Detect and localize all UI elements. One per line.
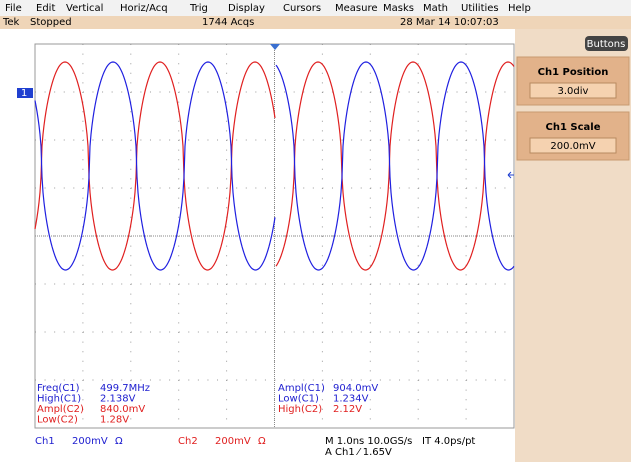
ch2-waveform xyxy=(34,61,515,271)
panel-title: Ch1 Position xyxy=(538,67,609,78)
panel-value: 200.0mV xyxy=(550,141,595,152)
panel-value-box xyxy=(529,137,617,154)
footer-timebase: M 1.0ns 10.0GS/s xyxy=(325,436,412,447)
menu-item[interactable]: Measure xyxy=(335,3,378,14)
status-state: Stopped xyxy=(30,17,72,28)
measurement-label: Ampl(C2) xyxy=(37,404,84,415)
panel-title: Ch1 Scale xyxy=(546,122,601,133)
measurement-value: 1.28V xyxy=(100,415,129,426)
footer-ch1: Ch1 xyxy=(35,436,55,447)
footer-trigger: A Ch1 ⁄ 1.65V xyxy=(325,447,392,458)
ui-layer: File Edit Vertical Horiz/Acq Trig Display Curs… xyxy=(2,3,630,458)
menu-item[interactable]: Trig xyxy=(189,3,208,14)
channel-marker: 1 xyxy=(21,88,27,99)
measurement-label: Low(C2) xyxy=(37,415,78,426)
menu-item[interactable]: Display xyxy=(228,3,265,14)
measurement-value: 1.234V xyxy=(333,394,369,405)
status-datetime: 28 Mar 14 10:07:03 xyxy=(400,17,499,28)
trigger-pos xyxy=(270,44,280,50)
graticule xyxy=(34,43,515,429)
panel-value: 3.0div xyxy=(558,86,589,97)
measurement-value: 2.138V xyxy=(100,394,136,405)
measurement-value: 499.7MHz xyxy=(100,383,150,394)
buttons-label[interactable]: Buttons xyxy=(587,39,626,50)
menu-item[interactable]: Vertical xyxy=(66,3,103,14)
ch1-waveform xyxy=(34,61,515,271)
measurement-label: Low(C1) xyxy=(278,394,319,405)
footer-interval: IT 4.0ps/pt xyxy=(422,436,475,447)
footer-ch2: Ch2 xyxy=(178,436,198,447)
measurement-label: High(C1) xyxy=(37,394,81,405)
display-area xyxy=(0,29,515,462)
waveforms xyxy=(34,61,515,271)
measurement-value: 840.0mV xyxy=(100,404,145,415)
channel-marker-box xyxy=(17,88,33,98)
measurement-label: Ampl(C1) xyxy=(278,383,325,394)
menu-item[interactable]: File xyxy=(5,3,22,14)
menu-item[interactable]: Math xyxy=(423,3,448,14)
menu-item[interactable]: Help xyxy=(508,3,531,14)
menu-item[interactable]: Masks xyxy=(383,3,414,14)
footer-ch1-coupling: Ω xyxy=(115,436,123,447)
menu-item[interactable]: Utilities xyxy=(461,3,499,14)
menu-item[interactable]: Edit xyxy=(36,3,55,14)
footer-ch2-scale: 200mV xyxy=(215,436,251,447)
menu-item[interactable]: Cursors xyxy=(283,3,321,14)
buttons-button[interactable] xyxy=(585,36,628,51)
trigger-level xyxy=(507,171,514,179)
measurement-value: 2.12V xyxy=(333,404,362,415)
panel-value-box xyxy=(529,82,617,99)
footer-ch1-scale: 200mV xyxy=(72,436,108,447)
status-bar xyxy=(0,16,631,29)
menu-bar xyxy=(0,0,631,16)
status-brand: Tek xyxy=(2,17,20,28)
footer-ch2-coupling: Ω xyxy=(258,436,266,447)
menu-item[interactable]: Horiz/Acq xyxy=(120,3,168,14)
measurement-label: High(C2) xyxy=(278,404,322,415)
measurement-value: 904.0mV xyxy=(333,383,378,394)
status-acqs: 1744 Acqs xyxy=(202,17,254,28)
measurement-label: Freq(C1) xyxy=(37,383,80,394)
